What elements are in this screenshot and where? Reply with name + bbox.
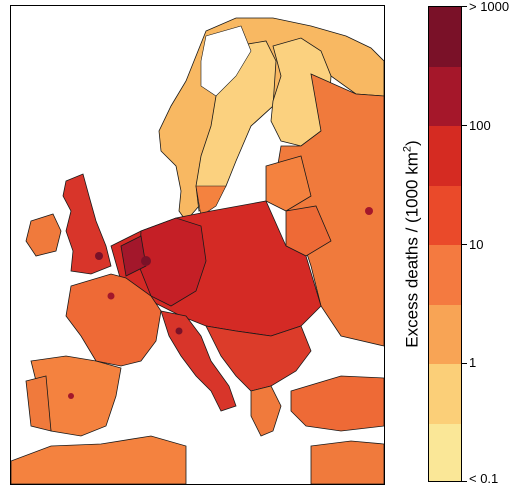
region-turkey [290, 375, 384, 432]
colorbar [428, 6, 462, 482]
colorbar-label-max: > 1000 [469, 0, 510, 14]
hotspot-moscow [365, 207, 373, 215]
region-sweden-south [195, 185, 227, 217]
region-germany [138, 217, 207, 307]
region-france [65, 273, 162, 367]
region-baltics [265, 155, 312, 212]
region-italy [160, 310, 237, 412]
colorbar-tick [462, 363, 467, 364]
colorbar-tick [462, 244, 467, 245]
colorbar-bin [429, 424, 461, 481]
colorbar-label-min: < 0.1 [469, 471, 499, 486]
colorbar-label-10: 10 [469, 237, 484, 252]
colorbar-bin [429, 245, 461, 305]
region-ireland [25, 213, 62, 257]
hotspot-madrid [68, 393, 74, 399]
map-svg [11, 6, 384, 484]
colorbar-tick [462, 481, 467, 482]
colorbar-label-1: 1 [469, 355, 477, 370]
hotspot-paris [107, 292, 115, 300]
colorbar-bin [429, 7, 461, 67]
colorbar-tick [462, 6, 467, 7]
europe-map [10, 5, 385, 485]
colorbar-title-prefix: Excess deaths / (1000 km [402, 152, 422, 348]
region-belarus [285, 205, 332, 257]
region-uk [62, 173, 112, 275]
region-balkans [205, 325, 312, 392]
colorbar-bin [429, 126, 461, 186]
region-white-north [200, 25, 252, 97]
colorbar-bin [429, 67, 461, 126]
hotspot-milan [175, 327, 183, 335]
colorbar-title-exponent: 2 [401, 145, 414, 153]
hotspot-london [95, 252, 103, 260]
colorbar-title-suffix: ) [402, 140, 422, 146]
hotspot-ruhr [141, 256, 151, 266]
colorbar-label-100: 100 [469, 118, 491, 133]
region-north-africa [11, 435, 187, 484]
region-portugal [25, 375, 52, 432]
colorbar-bin [429, 186, 461, 245]
colorbar-title: Excess deaths / (1000 km2) [402, 140, 423, 347]
region-middle-east [310, 440, 384, 484]
colorbar-bin [429, 305, 461, 364]
region-greece [250, 385, 282, 437]
colorbar-bin [429, 364, 461, 424]
colorbar-tick [462, 125, 467, 126]
